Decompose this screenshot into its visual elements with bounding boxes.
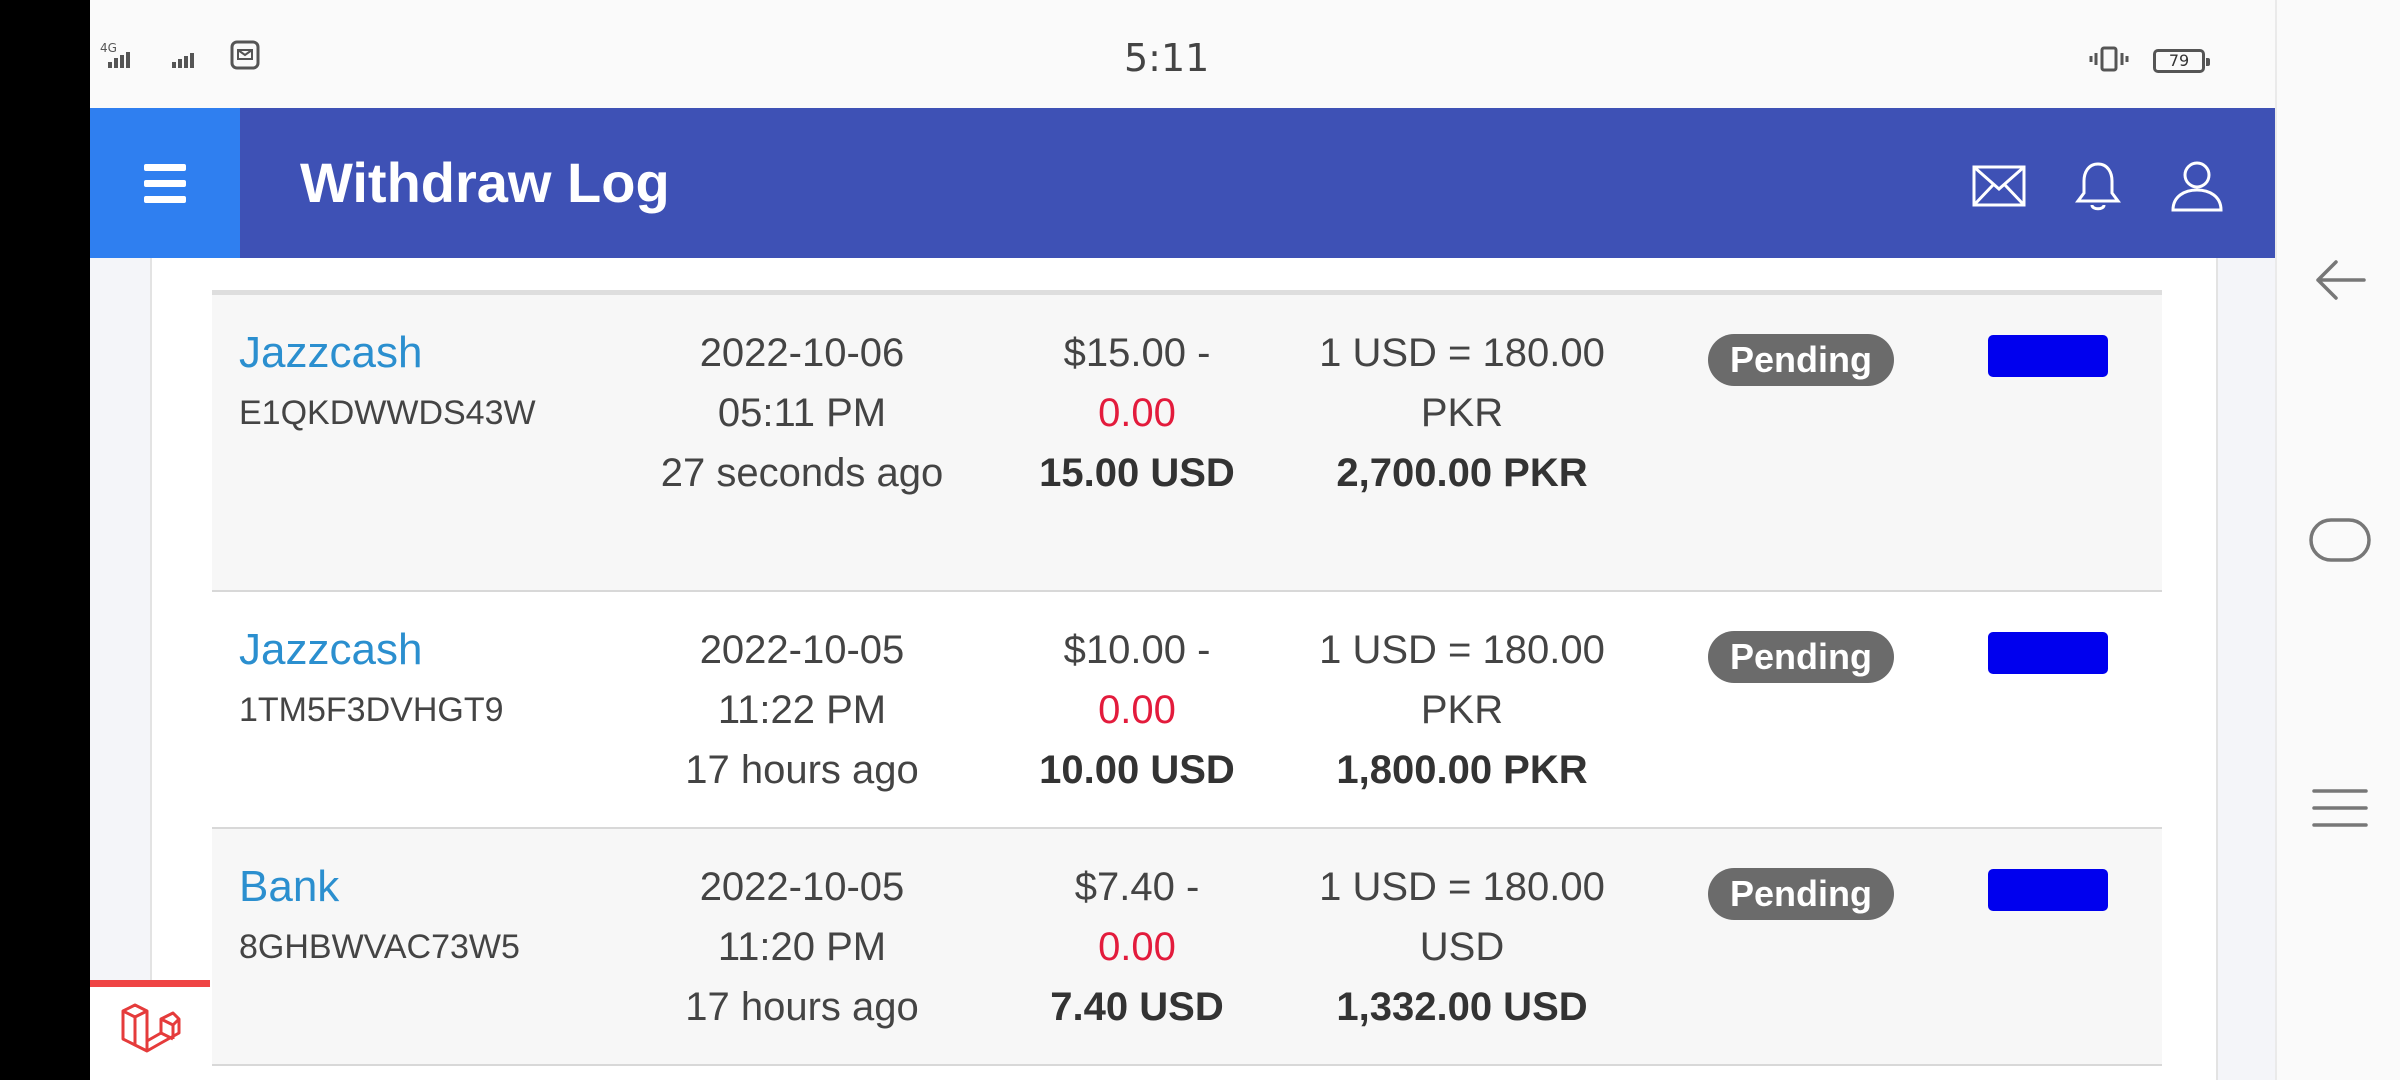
status-time: 5:11 [1124, 36, 1210, 80]
status-badge: Pending [1708, 631, 1894, 683]
laravel-icon [117, 1001, 183, 1067]
recents-menu-icon [2311, 785, 2369, 835]
rate-currency: PKR [1420, 391, 1504, 435]
withdraw-table: Jazzcash E1QKDWWDS43W 2022-10-06 05:11 P… [212, 290, 2162, 1066]
home-button[interactable] [2277, 515, 2400, 569]
status-badge: Pending [1708, 868, 1894, 920]
gateway-name: Bank [239, 862, 340, 911]
time-ago: 17 hours ago [685, 748, 919, 792]
gateway-cell: Bank 8GHBWVAC73W5 [239, 857, 520, 977]
menu-icon-bar [144, 179, 186, 187]
trx-id: 8GHBWVAC73W5 [239, 928, 520, 966]
menu-button[interactable] [90, 108, 240, 258]
action-cell [1988, 869, 2108, 911]
vibrate-icon [2089, 44, 2129, 78]
back-button[interactable] [2277, 255, 2400, 309]
amount-cell: $10.00 - 0.00 10.00 USD [1022, 620, 1252, 800]
table-row: Bank 8GHBWVAC73W5 2022-10-05 11:20 PM 17… [212, 829, 2162, 1066]
battery-icon: 79 [2153, 49, 2210, 73]
status-bar: 4G [90, 0, 2275, 108]
menu-icon-bar [144, 195, 186, 203]
details-button[interactable] [1988, 335, 2108, 377]
mail-icon[interactable] [1971, 161, 2027, 215]
phone-screen: 4G [90, 0, 2275, 1080]
app-bar: Withdraw Log [90, 108, 2275, 258]
status-right: 79 [2089, 44, 2210, 78]
charge: 0.00 [1098, 391, 1176, 435]
rate: 1 USD = 180.00 [1319, 865, 1605, 909]
laravel-debugbar-button[interactable] [90, 980, 210, 1080]
gateway-name: Jazzcash [239, 625, 423, 674]
table-row: Jazzcash 1TM5F3DVHGT9 2022-10-05 11:22 P… [212, 592, 2162, 829]
trx-id: E1QKDWWDS43W [239, 394, 536, 432]
receivable-amount: 2,700.00 PKR [1336, 451, 1588, 495]
conversion-cell: 1 USD = 180.00 USD 1,332.00 USD [1292, 857, 1632, 1037]
time: 11:22 PM [717, 688, 887, 732]
home-icon [2308, 515, 2372, 569]
gateway-cell: Jazzcash E1QKDWWDS43W [239, 323, 536, 443]
details-button[interactable] [1988, 632, 2108, 674]
date: 2022-10-05 [699, 865, 905, 909]
status-cell: Pending [1708, 626, 1894, 686]
total-amount: 15.00 USD [1039, 451, 1235, 495]
user-icon[interactable] [2169, 158, 2225, 218]
date: 2022-10-05 [699, 628, 905, 672]
rate: 1 USD = 180.00 [1319, 628, 1605, 672]
date-cell: 2022-10-05 11:20 PM 17 hours ago [632, 857, 972, 1037]
rate: 1 USD = 180.00 [1319, 331, 1605, 375]
gateway-name: Jazzcash [239, 328, 423, 377]
withdraw-card: Jazzcash E1QKDWWDS43W 2022-10-06 05:11 P… [150, 258, 2218, 1080]
recents-button[interactable] [2277, 785, 2400, 835]
signal-icon: 4G [100, 40, 150, 75]
action-cell [1988, 335, 2108, 377]
status-badge: Pending [1708, 334, 1894, 386]
conversion-cell: 1 USD = 180.00 PKR 2,700.00 PKR [1292, 323, 1632, 503]
time-ago: 27 seconds ago [660, 451, 944, 495]
rate-currency: USD [1419, 925, 1505, 969]
amount: $7.40 - [1074, 865, 1200, 909]
date: 2022-10-06 [699, 331, 905, 375]
details-button[interactable] [1988, 869, 2108, 911]
date-cell: 2022-10-06 05:11 PM 27 seconds ago [632, 323, 972, 503]
charge: 0.00 [1098, 925, 1176, 969]
total-amount: 7.40 USD [1050, 985, 1224, 1029]
rate-currency: PKR [1420, 688, 1504, 732]
amount-cell: $15.00 - 0.00 15.00 USD [1022, 323, 1252, 503]
page-title: Withdraw Log [300, 151, 670, 214]
back-arrow-icon [2312, 255, 2368, 309]
status-cell: Pending [1708, 863, 1894, 923]
receivable-amount: 1,800.00 PKR [1336, 748, 1588, 792]
status-cell: Pending [1708, 329, 1894, 389]
amount: $15.00 - [1063, 331, 1211, 375]
menu-icon-bar [144, 163, 186, 171]
left-black-strip [0, 0, 90, 1080]
gateway-cell: Jazzcash 1TM5F3DVHGT9 [239, 620, 504, 740]
table-row: Jazzcash E1QKDWWDS43W 2022-10-06 05:11 P… [212, 295, 2162, 592]
system-nav-bar [2275, 0, 2400, 1080]
charge: 0.00 [1098, 688, 1176, 732]
trx-id: 1TM5F3DVHGT9 [239, 691, 504, 729]
amount: $10.00 - [1063, 628, 1211, 672]
bell-icon[interactable] [2073, 159, 2123, 217]
time: 05:11 PM [717, 391, 887, 435]
app-bar-actions [1971, 158, 2225, 218]
network-type: 4G [100, 41, 117, 55]
date-cell: 2022-10-05 11:22 PM 17 hours ago [632, 620, 972, 800]
action-cell [1988, 632, 2108, 674]
notification-icon [230, 40, 260, 75]
time: 11:20 PM [717, 925, 887, 969]
time-ago: 17 hours ago [685, 985, 919, 1029]
status-left: 4G [100, 40, 260, 75]
receivable-amount: 1,332.00 USD [1336, 985, 1588, 1029]
signal-2-icon [170, 40, 210, 75]
amount-cell: $7.40 - 0.00 7.40 USD [1022, 857, 1252, 1037]
conversion-cell: 1 USD = 180.00 PKR 1,800.00 PKR [1292, 620, 1632, 800]
total-amount: 10.00 USD [1039, 748, 1235, 792]
